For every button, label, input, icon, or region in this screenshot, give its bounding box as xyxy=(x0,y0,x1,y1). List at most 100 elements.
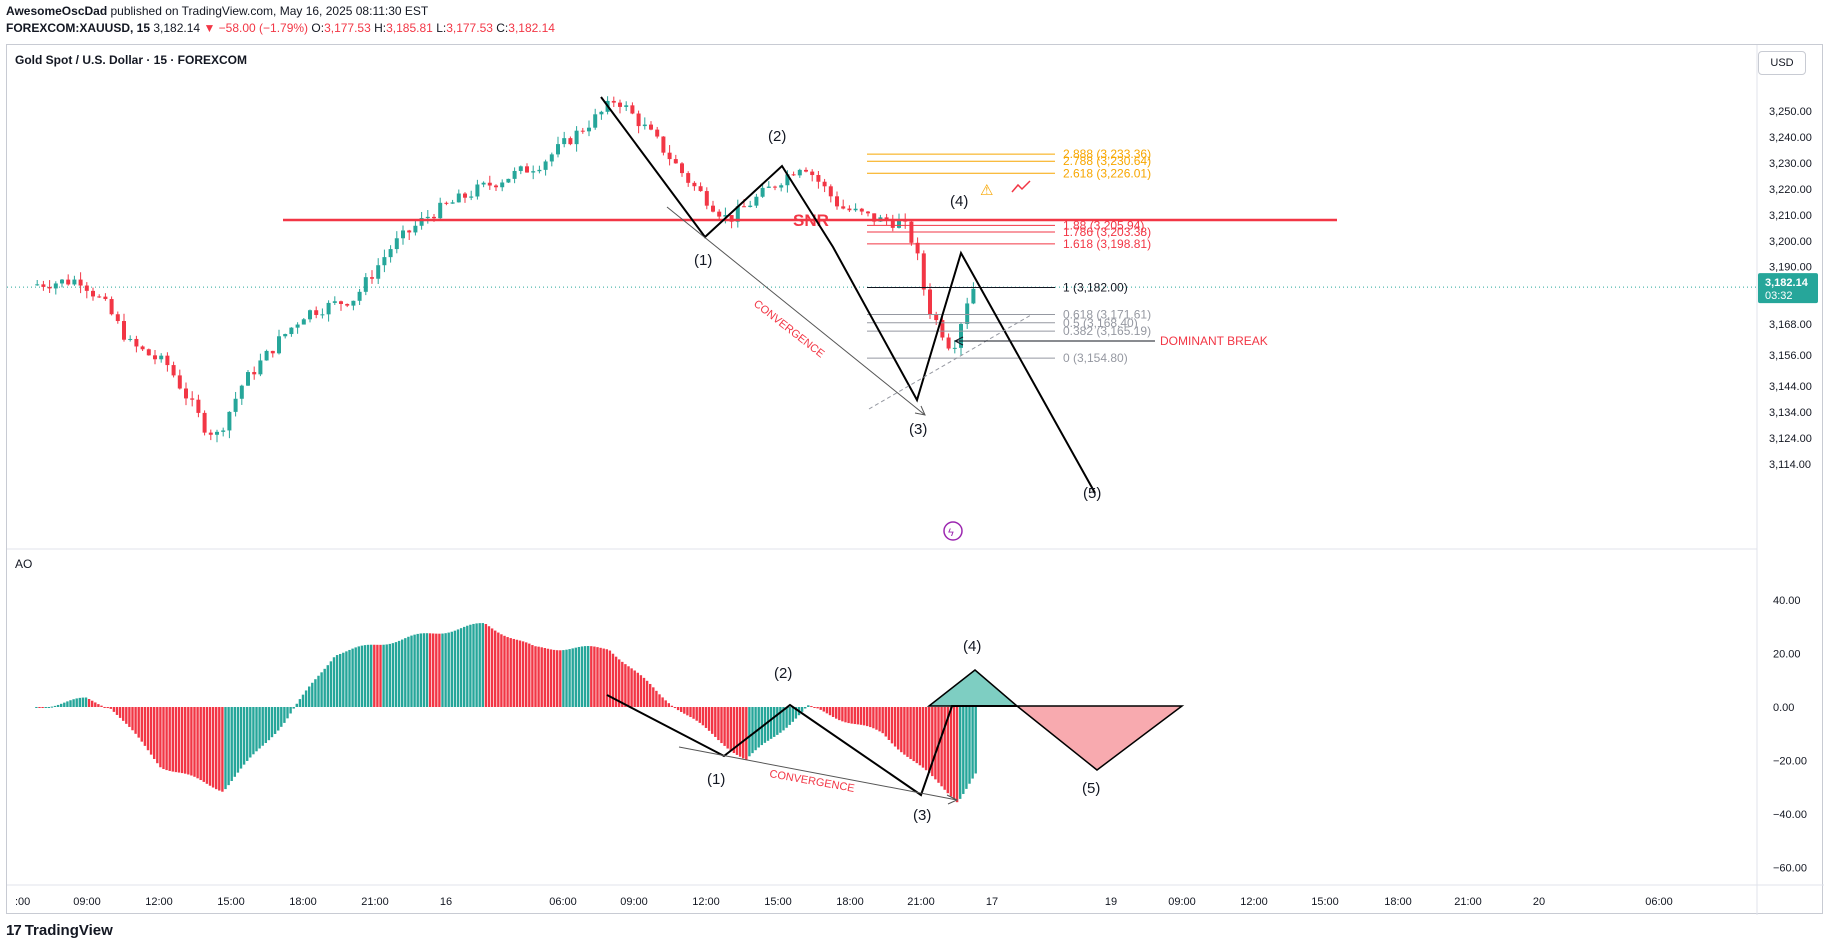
price-tick-label: 3,220.00 xyxy=(1769,184,1812,196)
ao-bar xyxy=(174,707,178,773)
ao-bar xyxy=(512,638,515,707)
candle-body xyxy=(295,324,300,328)
candle-body xyxy=(779,185,784,188)
ao-bar xyxy=(149,707,153,755)
ao-bar xyxy=(971,707,974,779)
candle-body xyxy=(450,202,455,204)
ao-bar xyxy=(382,644,385,707)
ao-bar xyxy=(184,707,187,774)
ao-bar xyxy=(822,707,825,712)
fib-level-label: 1 (3,182.00) xyxy=(1063,280,1128,294)
candle-body xyxy=(587,127,591,132)
ao-bar xyxy=(156,707,159,764)
ao-wave-3-label: (3) xyxy=(913,807,931,824)
ao-tick-label: 0.00 xyxy=(1773,702,1794,714)
candle-body xyxy=(314,310,319,315)
ao-bar xyxy=(875,707,878,730)
candle-body xyxy=(642,124,647,127)
candle-body xyxy=(890,220,895,228)
candle-body xyxy=(239,385,244,399)
ao-bar xyxy=(893,707,897,747)
ao-bar xyxy=(301,694,305,707)
candle-body xyxy=(928,289,932,315)
time-tick-label: 21:00 xyxy=(1454,896,1482,908)
ao-bar xyxy=(676,707,680,711)
ao-bar xyxy=(72,699,75,707)
ao-bar xyxy=(342,652,345,707)
ao-bar xyxy=(469,624,472,707)
ao-bar xyxy=(180,707,184,774)
candle-body xyxy=(965,303,970,325)
price-tick-label: 3,250.00 xyxy=(1769,106,1812,118)
candle-body xyxy=(140,346,145,350)
ao-bar xyxy=(921,707,925,768)
warning-icon: ⚠ xyxy=(980,182,993,199)
ao-bar xyxy=(813,707,816,708)
candle-body xyxy=(146,349,151,356)
wave-5-label: (5) xyxy=(1083,485,1101,502)
ao-pane-title: AO xyxy=(15,557,33,571)
ao-bar xyxy=(168,707,171,771)
ao-wave-1-label: (1) xyxy=(707,771,725,788)
candle-body xyxy=(791,174,796,176)
ao-bar xyxy=(900,707,903,753)
ao-bar xyxy=(624,664,627,707)
candle-body xyxy=(463,193,467,198)
ao-bar xyxy=(221,707,224,792)
ao-bar xyxy=(435,633,438,707)
candle-body xyxy=(611,100,616,103)
ao-bar xyxy=(277,707,280,731)
candle-body xyxy=(115,314,120,322)
ao-wave-path xyxy=(606,694,1017,797)
ao-bar xyxy=(506,637,509,707)
candle-body xyxy=(549,154,554,162)
price-tick-label: 3,156.00 xyxy=(1769,350,1812,362)
ao-bar xyxy=(639,675,643,707)
trend-icon xyxy=(1011,180,1031,193)
candle-body xyxy=(810,171,815,176)
candle-body xyxy=(84,285,89,291)
candle-body xyxy=(47,286,52,289)
ao-bar xyxy=(949,707,953,797)
ao-bar xyxy=(574,647,577,707)
candle-body xyxy=(618,102,622,107)
time-tick-label: 12:00 xyxy=(145,896,173,908)
candle-body xyxy=(332,301,337,303)
ao-bar xyxy=(807,705,810,707)
ao-wave5-triangle xyxy=(1014,705,1185,771)
open-label: O: xyxy=(311,21,325,35)
ao-bar xyxy=(776,707,779,735)
brand-label: TradingView xyxy=(24,922,113,939)
ao-bar xyxy=(208,707,212,786)
ao-bar xyxy=(689,707,692,718)
ao-bar xyxy=(211,707,215,788)
ao-bar xyxy=(335,655,339,707)
ao-bar xyxy=(81,697,85,707)
chart-frame[interactable]: SNR 2.888 (3,233.36) 2.788 (3,230.64) 2.618… xyxy=(6,31,1824,915)
candle-body xyxy=(221,430,226,432)
ao-bar xyxy=(714,707,717,737)
tradingview-logo[interactable]: 17 TradingView xyxy=(6,922,113,939)
time-tick-label: 17 xyxy=(986,896,998,908)
ao-bar xyxy=(785,707,788,728)
ao-bar xyxy=(748,707,751,757)
candle-body xyxy=(518,166,523,171)
wave-4-label: (4) xyxy=(950,193,968,210)
candle-body xyxy=(91,290,95,297)
ao-bar xyxy=(122,707,125,721)
price-tick-label: 3,144.00 xyxy=(1769,381,1812,393)
ao-bar xyxy=(869,707,872,728)
candle-body xyxy=(872,213,877,222)
ao-bar xyxy=(193,707,196,777)
candle-body xyxy=(196,399,201,413)
candle-body xyxy=(370,277,374,279)
candle-body xyxy=(723,215,728,217)
time-tick-label: 15:00 xyxy=(1311,896,1339,908)
ao-bar xyxy=(475,623,478,707)
currency-button[interactable]: USD xyxy=(1758,51,1806,75)
ao-bar xyxy=(419,633,422,707)
ao-bar xyxy=(289,707,292,714)
ao-bar xyxy=(128,707,131,727)
ao-bar xyxy=(664,700,667,707)
